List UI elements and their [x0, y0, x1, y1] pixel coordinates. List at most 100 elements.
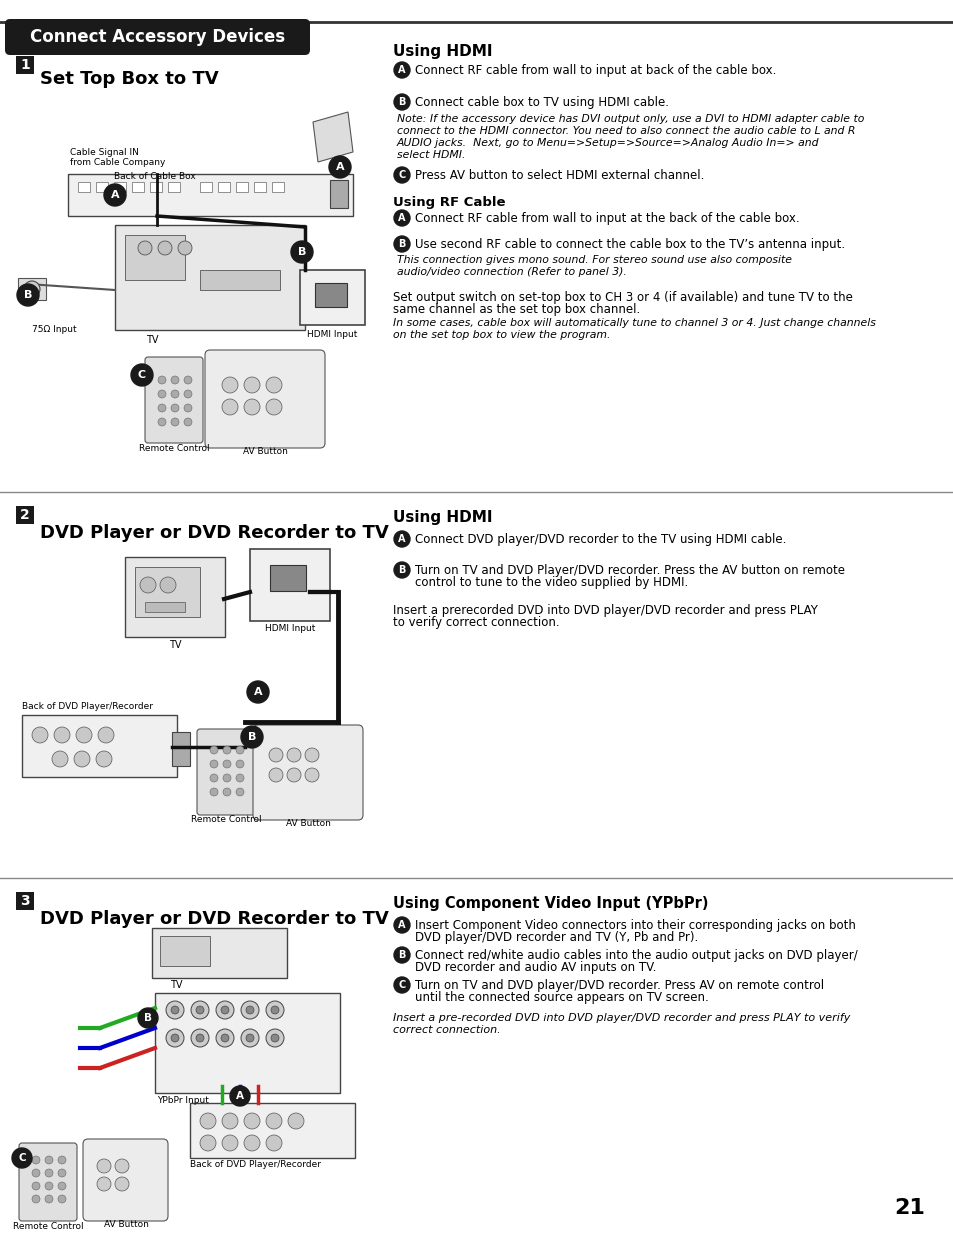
Circle shape	[97, 1177, 111, 1191]
Text: B: B	[24, 290, 32, 300]
Text: Connect Accessory Devices: Connect Accessory Devices	[30, 28, 285, 46]
Circle shape	[171, 417, 179, 426]
FancyBboxPatch shape	[205, 350, 325, 448]
FancyBboxPatch shape	[135, 567, 200, 618]
Text: C: C	[18, 1153, 26, 1163]
Circle shape	[138, 1008, 158, 1028]
Circle shape	[160, 577, 175, 593]
Text: TV: TV	[169, 640, 181, 650]
Circle shape	[195, 1034, 204, 1042]
Circle shape	[32, 1182, 40, 1191]
Text: Back of DVD Player/Recorder: Back of DVD Player/Recorder	[22, 701, 152, 711]
Circle shape	[184, 404, 192, 412]
Circle shape	[58, 1195, 66, 1203]
Text: on the set top box to view the program.: on the set top box to view the program.	[393, 330, 610, 340]
Circle shape	[58, 1156, 66, 1165]
Circle shape	[266, 399, 282, 415]
Circle shape	[178, 241, 192, 254]
Circle shape	[210, 746, 218, 755]
Circle shape	[97, 1158, 111, 1173]
Circle shape	[184, 375, 192, 384]
Circle shape	[191, 1029, 209, 1047]
FancyBboxPatch shape	[83, 1139, 168, 1221]
Circle shape	[52, 751, 68, 767]
FancyBboxPatch shape	[168, 182, 180, 191]
FancyBboxPatch shape	[218, 182, 230, 191]
FancyBboxPatch shape	[200, 270, 280, 290]
Text: until the connected source appears on TV screen.: until the connected source appears on TV…	[415, 990, 708, 1004]
Polygon shape	[313, 112, 353, 162]
FancyBboxPatch shape	[18, 278, 46, 300]
FancyBboxPatch shape	[145, 357, 203, 443]
Text: Turn on TV and DVD Player/DVD recorder. Press the AV button on remote: Turn on TV and DVD Player/DVD recorder. …	[415, 564, 844, 577]
Text: control to tune to the video supplied by HDMI.: control to tune to the video supplied by…	[415, 576, 687, 589]
Text: Insert a prerecorded DVD into DVD player/DVD recorder and press PLAY: Insert a prerecorded DVD into DVD player…	[393, 604, 817, 618]
Text: 21: 21	[894, 1198, 924, 1218]
FancyBboxPatch shape	[125, 235, 185, 280]
Text: 2: 2	[20, 508, 30, 522]
Text: 75Ω Input: 75Ω Input	[32, 325, 76, 333]
Circle shape	[184, 417, 192, 426]
Circle shape	[394, 94, 410, 110]
FancyBboxPatch shape	[314, 283, 347, 308]
Text: A: A	[397, 920, 405, 930]
Text: Remote Control: Remote Control	[191, 815, 261, 824]
Text: This connection gives mono sound. For stereo sound use also composite: This connection gives mono sound. For st…	[396, 254, 791, 266]
Circle shape	[32, 1156, 40, 1165]
Text: 1: 1	[20, 58, 30, 72]
Circle shape	[241, 1029, 258, 1047]
Text: Connect RF cable from wall to input at back of the cable box.: Connect RF cable from wall to input at b…	[415, 64, 776, 77]
Circle shape	[305, 748, 318, 762]
FancyBboxPatch shape	[16, 506, 34, 524]
Text: B: B	[398, 564, 405, 576]
Text: Connect red/white audio cables into the audio output jacks on DVD player/: Connect red/white audio cables into the …	[415, 948, 857, 962]
Circle shape	[230, 1086, 250, 1107]
Text: B: B	[398, 98, 405, 107]
Text: correct connection.: correct connection.	[393, 1025, 500, 1035]
FancyBboxPatch shape	[250, 550, 330, 621]
Circle shape	[58, 1182, 66, 1191]
FancyBboxPatch shape	[22, 715, 177, 777]
Text: A: A	[335, 162, 344, 172]
Circle shape	[305, 768, 318, 782]
Circle shape	[394, 562, 410, 578]
Text: Remote Control: Remote Control	[12, 1221, 83, 1231]
Text: AV Button: AV Button	[104, 1220, 149, 1229]
FancyBboxPatch shape	[152, 927, 287, 978]
FancyBboxPatch shape	[190, 1103, 355, 1158]
FancyBboxPatch shape	[160, 936, 210, 966]
Text: DVD Player or DVD Recorder to TV: DVD Player or DVD Recorder to TV	[40, 524, 388, 542]
Circle shape	[394, 947, 410, 963]
FancyBboxPatch shape	[113, 182, 126, 191]
Text: connect to the HDMI connector. You need to also connect the audio cable to L and: connect to the HDMI connector. You need …	[396, 126, 855, 136]
Text: Connect cable box to TV using HDMI cable.: Connect cable box to TV using HDMI cable…	[415, 96, 668, 109]
Circle shape	[158, 390, 166, 398]
Circle shape	[76, 727, 91, 743]
Circle shape	[291, 241, 313, 263]
Circle shape	[171, 1007, 179, 1014]
FancyBboxPatch shape	[235, 182, 248, 191]
Circle shape	[329, 156, 351, 178]
Text: C: C	[398, 170, 405, 180]
Text: Insert Component Video connectors into their corresponding jacks on both: Insert Component Video connectors into t…	[415, 919, 855, 932]
Text: C: C	[398, 981, 405, 990]
Text: TV: TV	[146, 335, 158, 345]
Circle shape	[394, 167, 410, 183]
Circle shape	[45, 1156, 53, 1165]
Text: Using RF Cable: Using RF Cable	[393, 196, 505, 209]
Circle shape	[171, 404, 179, 412]
Circle shape	[222, 1113, 237, 1129]
Text: DVD recorder and audio AV inputs on TV.: DVD recorder and audio AV inputs on TV.	[415, 961, 656, 974]
Circle shape	[246, 1034, 253, 1042]
Circle shape	[191, 1002, 209, 1019]
Circle shape	[288, 1113, 304, 1129]
Circle shape	[223, 746, 231, 755]
Circle shape	[235, 760, 244, 768]
Text: B: B	[144, 1013, 152, 1023]
Circle shape	[32, 727, 48, 743]
FancyBboxPatch shape	[196, 729, 254, 815]
Text: from Cable Company: from Cable Company	[70, 158, 165, 167]
Text: Back of DVD Player/Recorder: Back of DVD Player/Recorder	[190, 1160, 320, 1170]
Text: Set output switch on set-top box to CH 3 or 4 (if available) and tune TV to the: Set output switch on set-top box to CH 3…	[393, 291, 852, 304]
Circle shape	[394, 62, 410, 78]
